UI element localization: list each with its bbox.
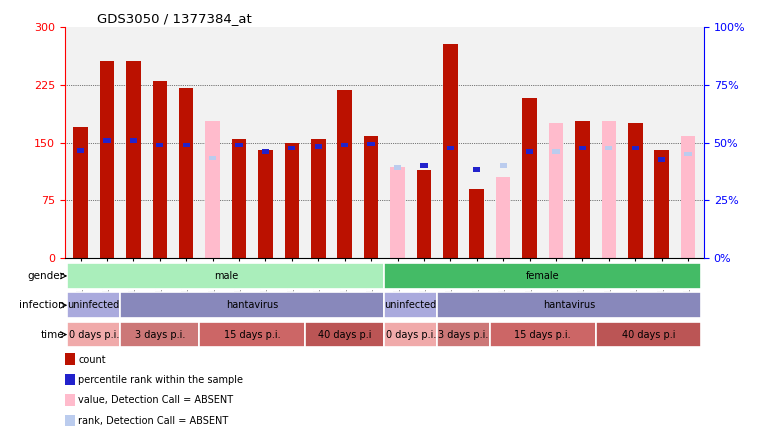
Bar — [368, 142, 374, 147]
Bar — [209, 156, 216, 160]
Bar — [390, 167, 405, 258]
Bar — [596, 322, 702, 347]
Bar — [522, 98, 537, 258]
Text: uninfected: uninfected — [384, 300, 437, 310]
Bar — [337, 90, 352, 258]
Bar — [67, 293, 120, 318]
Bar — [77, 148, 84, 153]
Bar — [179, 88, 193, 258]
Bar — [120, 293, 384, 318]
Bar — [364, 136, 378, 258]
Bar — [654, 150, 669, 258]
Text: 40 days p.i: 40 days p.i — [318, 329, 371, 340]
Bar — [549, 123, 563, 258]
Bar — [156, 143, 164, 147]
Text: uninfected: uninfected — [68, 300, 120, 310]
Bar — [526, 150, 533, 154]
Text: GDS3050 / 1377384_at: GDS3050 / 1377384_at — [97, 12, 251, 25]
Text: count: count — [78, 355, 106, 365]
Text: 40 days p.i: 40 days p.i — [622, 329, 675, 340]
Bar — [384, 293, 437, 318]
Text: 0 days p.i.: 0 days p.i. — [68, 329, 119, 340]
Bar — [579, 146, 586, 150]
Bar — [152, 81, 167, 258]
Bar — [314, 144, 322, 149]
Bar — [552, 150, 559, 154]
Bar — [183, 143, 189, 147]
Text: value, Detection Call = ABSENT: value, Detection Call = ABSENT — [78, 396, 234, 405]
Bar — [258, 150, 272, 258]
Bar — [628, 123, 642, 258]
Bar — [129, 138, 137, 143]
Text: 15 days p.i.: 15 days p.i. — [224, 329, 281, 340]
Bar — [232, 139, 247, 258]
Text: male: male — [214, 271, 238, 281]
Bar — [341, 143, 349, 147]
Bar — [384, 263, 702, 289]
Bar — [437, 322, 490, 347]
Bar — [199, 322, 305, 347]
Bar — [447, 146, 454, 150]
Bar — [605, 146, 613, 150]
Text: time: time — [40, 329, 64, 340]
Text: infection: infection — [18, 300, 64, 310]
Bar — [632, 146, 639, 150]
Bar — [490, 322, 596, 347]
Text: hantavirus: hantavirus — [226, 300, 279, 310]
Bar — [285, 143, 299, 258]
Bar — [67, 322, 120, 347]
Bar — [126, 61, 141, 258]
Bar — [288, 146, 295, 150]
Text: hantavirus: hantavirus — [543, 300, 595, 310]
Bar — [235, 143, 243, 147]
Bar — [473, 167, 480, 172]
Bar — [73, 127, 88, 258]
Text: rank, Detection Call = ABSENT: rank, Detection Call = ABSENT — [78, 416, 228, 426]
Bar — [575, 121, 590, 258]
Bar — [120, 322, 199, 347]
Bar — [684, 152, 692, 156]
Text: gender: gender — [27, 271, 64, 281]
Bar — [681, 136, 696, 258]
Bar — [417, 170, 431, 258]
Bar — [470, 189, 484, 258]
Bar — [305, 322, 384, 347]
Text: 15 days p.i.: 15 days p.i. — [514, 329, 571, 340]
Text: 3 days p.i.: 3 days p.i. — [438, 329, 489, 340]
Bar — [205, 121, 220, 258]
Bar — [262, 150, 269, 154]
Bar — [67, 263, 384, 289]
Bar — [311, 139, 326, 258]
Bar — [437, 293, 702, 318]
Bar — [100, 61, 114, 258]
Text: female: female — [526, 271, 559, 281]
Text: 3 days p.i.: 3 days p.i. — [135, 329, 185, 340]
Bar — [499, 163, 507, 168]
Bar — [601, 121, 616, 258]
Bar — [658, 157, 665, 162]
Bar — [496, 177, 511, 258]
Bar — [394, 165, 401, 170]
Bar — [443, 44, 457, 258]
Text: percentile rank within the sample: percentile rank within the sample — [78, 375, 244, 385]
Text: 0 days p.i.: 0 days p.i. — [386, 329, 436, 340]
Bar — [384, 322, 437, 347]
Bar — [103, 138, 110, 143]
Bar — [420, 163, 428, 168]
